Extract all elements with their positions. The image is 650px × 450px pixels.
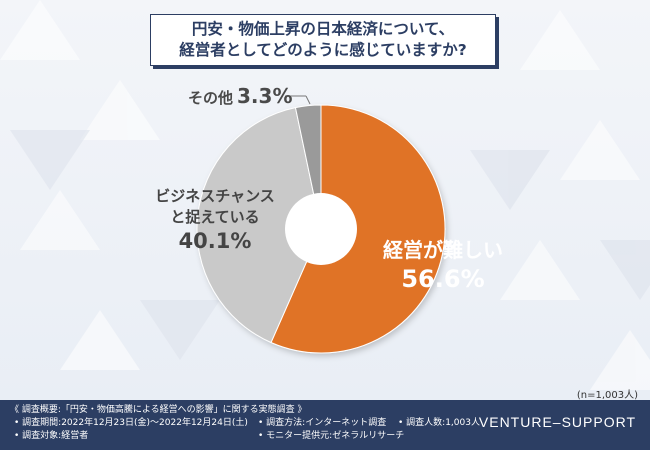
survey-overview: 《 調査概要:「円安・物価高騰による経営への影響」に関する実態調査 》 xyxy=(10,405,307,415)
sample-size: (n=1,003人) xyxy=(576,390,638,401)
label-difficult: 経営が難しい 56.6% xyxy=(380,236,506,294)
survey-target: • 調査対象:経営者 xyxy=(14,431,89,441)
donut-hole xyxy=(285,193,357,265)
label-difficult-value: 56.6% xyxy=(401,265,485,293)
title-line-1: 円安・物価上昇の日本経済について、 xyxy=(191,20,455,38)
background-pattern xyxy=(10,130,650,360)
label-difficult-name: 経営が難しい xyxy=(383,238,503,262)
survey-period: • 調査期間:2022年12月23日(金)〜2022年12月24日(土) xyxy=(14,418,248,428)
survey-provider: • モニター提供元:ゼネラルリサーチ xyxy=(258,431,405,441)
title-line-2: 経営者としてどのように感じていますか? xyxy=(179,41,467,59)
label-chance: ビジネスチャンス と捉えている 40.1% xyxy=(152,186,278,254)
survey-count: • 調査人数:1,003人 xyxy=(398,418,480,428)
label-other: その他 3.3% xyxy=(188,84,292,108)
label-chance-value: 40.1% xyxy=(178,229,252,253)
slice-difficult xyxy=(270,104,446,354)
chart-title: 円安・物価上昇の日本経済について、 経営者としてどのように感じていますか? xyxy=(150,14,496,66)
other-leader-tick xyxy=(305,95,311,105)
donut-chart xyxy=(196,95,446,354)
survey-footer: 《 調査概要:「円安・物価高騰による経営への影響」に関する実態調査 》 • 調査… xyxy=(0,400,650,450)
label-other-value: 3.3% xyxy=(237,84,293,108)
brand-logo: VENTURE–SUPPORT xyxy=(478,414,636,430)
label-other-name: その他 xyxy=(188,89,234,107)
slice-chance xyxy=(196,107,322,344)
survey-method: • 調査方法:インターネット調査 xyxy=(258,418,387,428)
label-chance-line-2: と捉えている xyxy=(170,208,260,226)
label-chance-line-1: ビジネスチャンス xyxy=(155,187,275,205)
